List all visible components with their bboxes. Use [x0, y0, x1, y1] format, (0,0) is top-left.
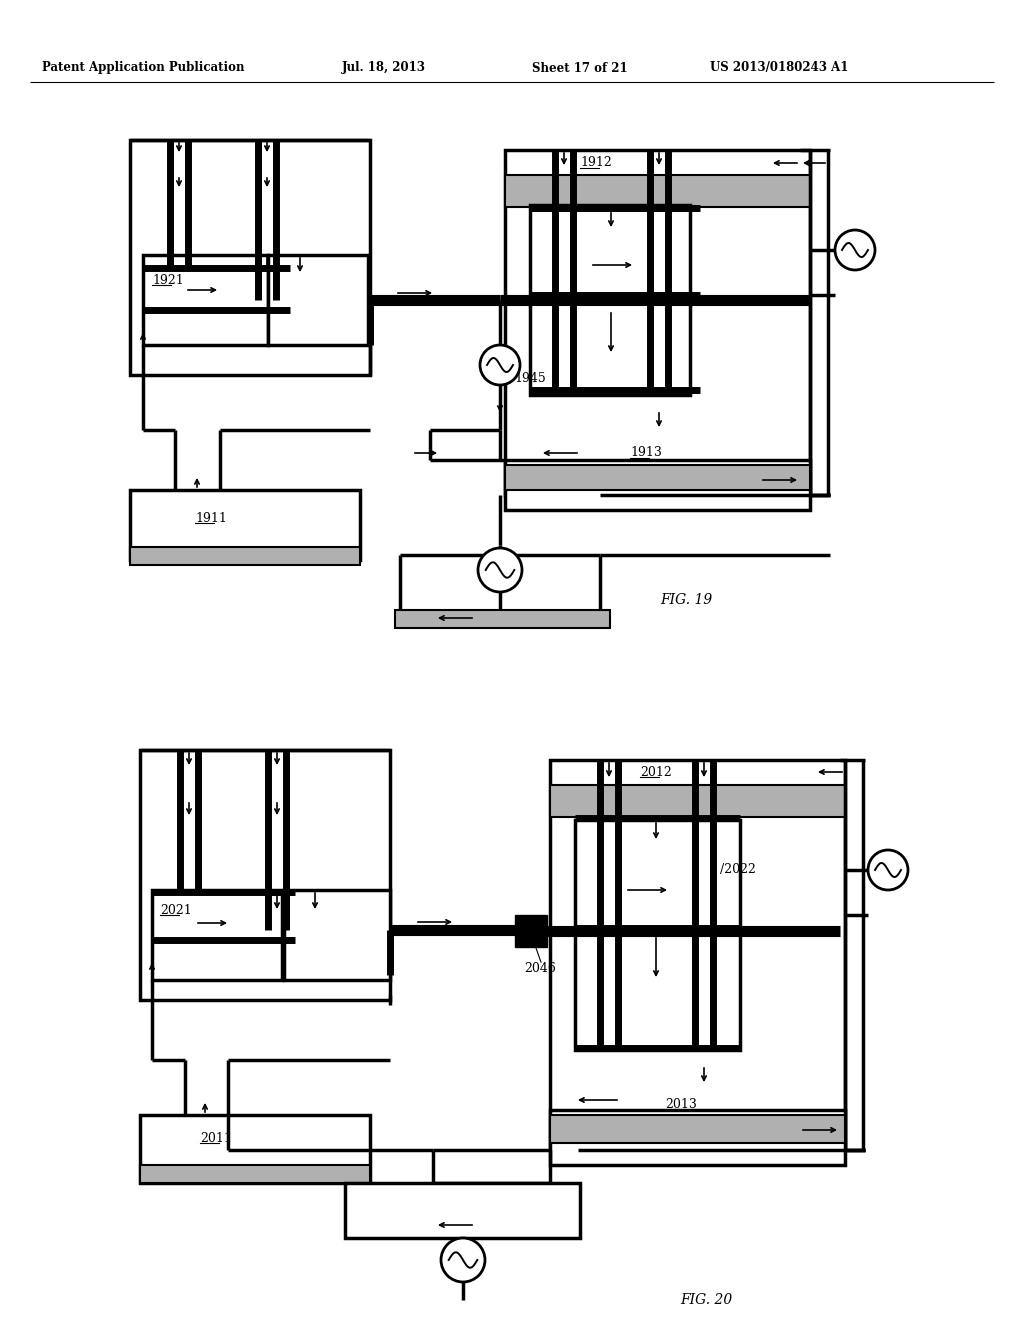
Bar — [515, 915, 547, 946]
Text: 2011: 2011 — [200, 1131, 231, 1144]
Text: FIG. 19: FIG. 19 — [660, 593, 713, 607]
Bar — [505, 465, 810, 490]
Bar — [505, 150, 810, 495]
Bar — [143, 255, 268, 345]
Bar — [550, 760, 845, 1150]
Bar — [345, 1183, 580, 1238]
Text: Patent Application Publication: Patent Application Publication — [42, 62, 245, 74]
Bar — [140, 1166, 370, 1183]
Bar — [530, 205, 690, 305]
Bar — [140, 1115, 370, 1183]
Bar — [550, 785, 845, 817]
Bar — [505, 176, 810, 207]
Text: US 2013/0180243 A1: US 2013/0180243 A1 — [710, 62, 848, 74]
Bar — [575, 931, 740, 1049]
Text: Jul. 18, 2013: Jul. 18, 2013 — [342, 62, 426, 74]
Text: /2022: /2022 — [720, 863, 756, 876]
Bar — [130, 490, 360, 560]
Circle shape — [478, 548, 522, 591]
Text: 2012: 2012 — [640, 766, 672, 779]
Bar — [505, 459, 810, 510]
Bar — [268, 255, 368, 345]
Bar — [530, 300, 690, 395]
Bar — [575, 820, 740, 931]
Bar — [140, 750, 390, 1001]
Bar — [130, 546, 360, 565]
Bar — [355, 1218, 570, 1236]
Bar — [284, 890, 390, 979]
Circle shape — [835, 230, 874, 271]
Bar — [152, 890, 282, 979]
Text: 1912: 1912 — [580, 157, 611, 169]
Circle shape — [480, 345, 520, 385]
Text: 2021: 2021 — [160, 903, 191, 916]
Bar — [550, 1115, 845, 1143]
Text: FIG. 20: FIG. 20 — [680, 1294, 732, 1307]
Circle shape — [868, 850, 908, 890]
Text: Sheet 17 of 21: Sheet 17 of 21 — [532, 62, 628, 74]
Bar — [550, 1110, 845, 1166]
Text: 2013: 2013 — [665, 1098, 697, 1111]
Bar — [130, 140, 370, 375]
Bar — [395, 610, 610, 628]
Text: 1921: 1921 — [152, 273, 183, 286]
Text: 2046: 2046 — [524, 961, 556, 974]
Text: 1945: 1945 — [514, 371, 546, 384]
Text: 1913: 1913 — [630, 446, 662, 459]
Text: 1911: 1911 — [195, 511, 227, 524]
Circle shape — [441, 1238, 485, 1282]
